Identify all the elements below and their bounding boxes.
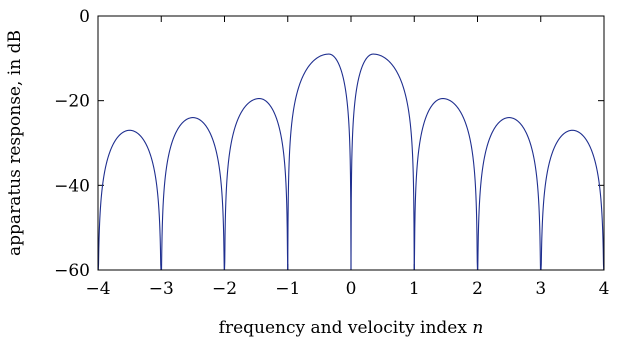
y-tick-label: 0 [79, 7, 90, 27]
series-lobe-6 [477, 117, 542, 271]
x-tick-label: −4 [85, 279, 110, 299]
y-tick-label: −60 [54, 261, 90, 281]
series-lobe-5 [413, 98, 479, 271]
series-line [97, 53, 605, 271]
x-axis-label: frequency and velocity index n [219, 318, 484, 338]
x-tick-label: 0 [346, 279, 357, 299]
x-tick-label: −2 [212, 279, 237, 299]
y-tick-label: −40 [54, 176, 90, 196]
series-lobe-4 [350, 53, 415, 271]
x-tick-label: −3 [149, 279, 174, 299]
x-tick-label: 2 [472, 279, 483, 299]
series-lobe-0 [97, 129, 162, 271]
series-lobe-1 [160, 117, 225, 271]
series-lobe-7 [540, 129, 605, 271]
y-axis-label: apparatus response, in dB [5, 30, 25, 256]
x-tick-label: 3 [535, 279, 546, 299]
x-tick-label: 1 [409, 279, 420, 299]
series-lobe-2 [223, 98, 289, 271]
plot-frame [97, 15, 605, 271]
x-tick-labels: −4 −3 −2 −1 0 1 2 3 4 [85, 279, 609, 299]
x-tick-label: 4 [599, 279, 610, 299]
y-tick-labels: 0 −20 −40 −60 [54, 7, 90, 281]
y-tick-label: −20 [54, 92, 90, 112]
series-lobe-3 [287, 53, 352, 271]
x-tick-label: −1 [275, 279, 300, 299]
